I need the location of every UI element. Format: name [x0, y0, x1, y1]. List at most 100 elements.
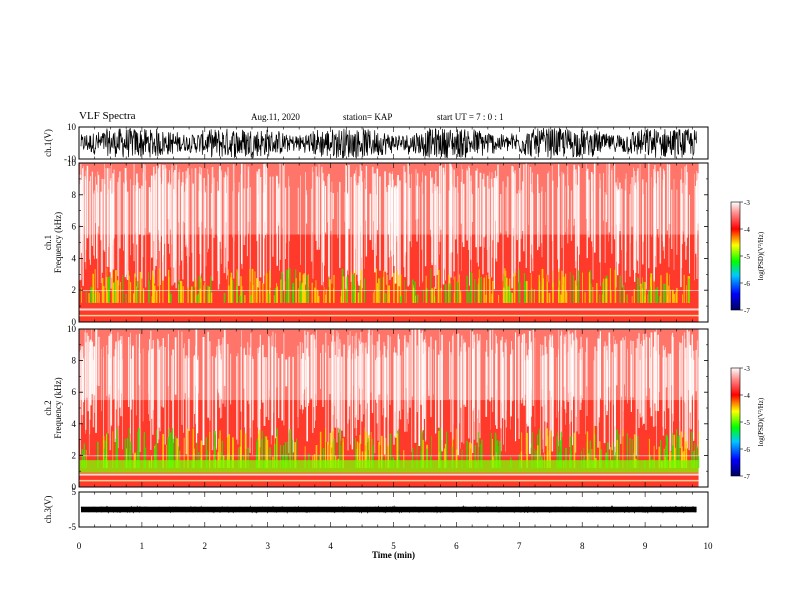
spectrogram-streak: [627, 348, 628, 404]
spectrogram-burst: [345, 288, 347, 303]
spectrogram-streak: [288, 357, 290, 454]
spectrogram-burst: [613, 446, 615, 469]
spectrogram-burst: [355, 438, 356, 469]
spectrogram-streak: [557, 187, 558, 260]
spectrogram-burst: [451, 446, 453, 469]
spectrogram-burst: [538, 428, 541, 468]
spectrogram-burst: [586, 431, 589, 468]
spectrogram-streak: [500, 340, 502, 429]
spectrogram-burst: [565, 273, 567, 303]
spectrogram-burst: [208, 286, 210, 303]
spectrogram-burst: [502, 274, 504, 303]
spectrogram-streak: [91, 171, 93, 246]
spectrogram-streak: [457, 333, 460, 455]
spectrogram-streak: [382, 354, 384, 416]
spectrogram-burst: [426, 448, 428, 468]
spectrogram-burst: [400, 295, 403, 303]
spectrogram-burst: [269, 289, 271, 303]
spectrogram-streak: [638, 333, 640, 428]
spectrogram-burst: [187, 428, 189, 468]
spectrogram-burst: [421, 430, 423, 469]
spectrogram-streak: [199, 166, 201, 254]
spectrogram-burst: [456, 282, 459, 303]
spectrogram-streak: [184, 358, 186, 394]
spectrogram-burst: [137, 428, 140, 469]
spectrogram-streak: [462, 183, 465, 247]
spectrogram-burst: [333, 274, 335, 303]
spectrogram-streak: [551, 165, 553, 242]
spectrogram-streak: [394, 347, 396, 437]
spectrogram-streak: [372, 173, 374, 222]
x-tick-label: 5: [391, 541, 396, 551]
spectrogram-burst: [331, 441, 333, 469]
spectrogram-streak: [477, 187, 479, 267]
spectrogram-streak: [80, 349, 81, 455]
spectrogram-streak: [173, 189, 175, 268]
spectrogram-burst: [85, 449, 87, 469]
spectrogram-burst: [678, 435, 680, 469]
y-tick-label: 6: [72, 387, 77, 397]
spectrogram-line: [79, 308, 699, 311]
spectrogram-burst: [653, 445, 655, 468]
spectrogram-burst: [175, 436, 177, 468]
spectrogram-burst: [676, 429, 678, 468]
spectrogram-burst: [323, 290, 325, 303]
spectrogram-burst: [474, 279, 476, 303]
spectrogram-burst: [584, 292, 586, 303]
spectrogram-streak: [299, 342, 302, 410]
spectrogram-streak: [95, 329, 97, 433]
y-tick-label: 2: [72, 450, 77, 460]
spectrogram-burst: [276, 428, 278, 468]
spectrogram-streak: [418, 329, 421, 446]
spectrogram-streak: [471, 194, 473, 222]
spectrogram-burst: [592, 286, 594, 303]
spectrogram-streak: [276, 176, 278, 266]
spectrogram-burst: [351, 271, 353, 303]
spectrogram-burst: [686, 285, 687, 303]
spectrogram-burst: [558, 268, 560, 303]
spectrogram-burst: [319, 431, 322, 469]
spectrogram-burst: [560, 431, 563, 468]
spectrogram-streak: [385, 357, 387, 418]
spectrogram-burst: [596, 283, 598, 303]
spectrogram-burst: [562, 276, 565, 303]
spectrogram-burst: [622, 428, 624, 468]
spectrogram-line: [79, 479, 699, 482]
spectrogram-burst: [341, 289, 343, 303]
spectrogram-burst: [433, 287, 435, 303]
spectrogram-streak: [570, 190, 573, 241]
spectrogram-burst: [359, 435, 361, 469]
spectrogram-burst: [357, 292, 360, 303]
spectrogram-streak: [642, 194, 644, 242]
spectrogram-streak: [662, 357, 664, 427]
spectrogram-streak: [196, 359, 199, 434]
spectrogram-streak: [194, 356, 196, 411]
spectrogram-streak: [356, 185, 358, 275]
spectrogram-burst: [423, 289, 424, 303]
spectrogram-burst: [308, 287, 309, 303]
spectrogram-burst: [126, 448, 128, 468]
spectrogram-streak: [611, 352, 613, 451]
spectrogram-burst: [194, 279, 197, 303]
spectrogram-streak: [563, 335, 565, 401]
spectrogram-burst: [468, 291, 470, 303]
spectrogram-streak: [243, 188, 246, 245]
spectrogram-streak: [662, 179, 664, 242]
spectrogram-streak: [645, 333, 647, 430]
y-tick-label: 8: [72, 190, 77, 200]
spectrogram-burst: [353, 285, 355, 303]
spectrogram-streak: [269, 176, 271, 288]
x-tick-label: 0: [77, 541, 82, 551]
spectrogram-streak: [568, 185, 569, 220]
spectrogram-burst: [535, 450, 537, 468]
spectrogram-burst: [530, 273, 532, 303]
y-axis-label: Frequency (kHz): [53, 212, 63, 273]
spectrogram-burst: [204, 282, 205, 303]
spectrogram-streak: [655, 331, 657, 427]
spectrogram-streak: [491, 349, 494, 398]
spectrogram-burst: [644, 282, 646, 303]
spectrogram-burst: [227, 285, 230, 303]
spectrogram-streak: [586, 337, 588, 416]
spectrogram-streak: [656, 329, 657, 450]
spectrogram-streak: [322, 344, 324, 407]
